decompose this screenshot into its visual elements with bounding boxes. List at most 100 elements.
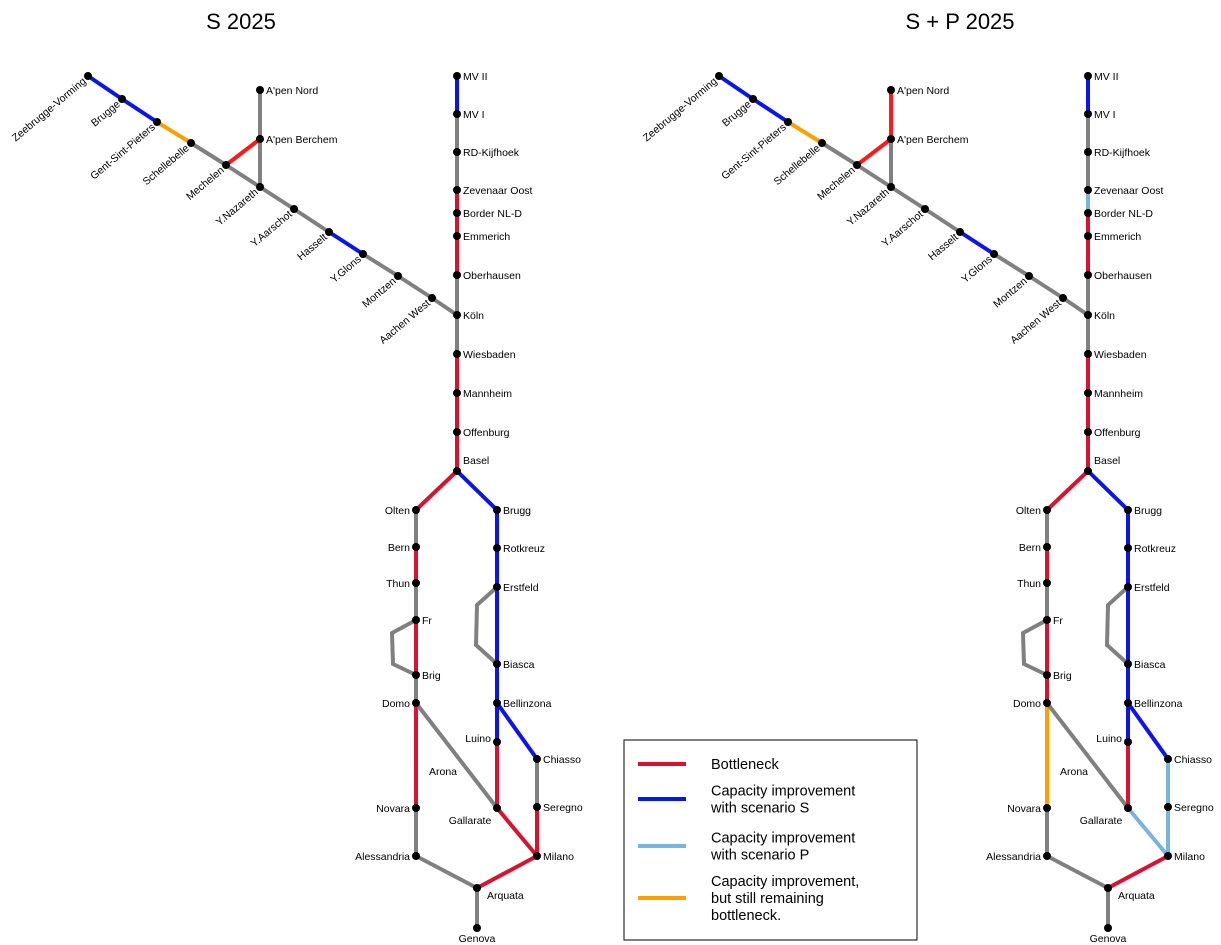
station-label-fr: Fr — [422, 615, 432, 627]
station-label-bern: Bern — [388, 542, 410, 554]
station-label-alessandria: Alessandria — [986, 851, 1041, 863]
station-node-gallarate — [1124, 804, 1132, 812]
station-node-mannheim — [453, 389, 461, 397]
station-label-rotkreuz: Rotkreuz — [503, 543, 545, 555]
station-node-alessandria — [412, 852, 420, 860]
segment-mechelen-apenberchem — [224, 137, 262, 167]
segment-gallarate-milano — [495, 806, 539, 858]
station-node-bern — [412, 543, 420, 551]
station-node-erstfeld — [493, 583, 501, 591]
station-node-mechelen — [853, 161, 861, 169]
station-label-novara: Novara — [376, 803, 410, 815]
station-node-aachen — [428, 294, 436, 302]
legend-label-bottleneck: Bottleneck — [711, 757, 779, 773]
station-label-koln: Köln — [463, 310, 484, 322]
station-label-border: Border NL-D — [1094, 208, 1153, 220]
station-node-rd — [453, 148, 461, 156]
segment-gent-schellebelle — [155, 120, 193, 145]
station-label-yglons: Y.Glons — [959, 253, 994, 285]
station-label-schellebelle: Schellebelle — [141, 142, 192, 188]
station-label-arona: Arona — [429, 766, 457, 778]
segment-yglons-montzen — [992, 252, 1031, 278]
station-node-yglons — [359, 250, 367, 258]
station-node-basel — [453, 467, 461, 475]
station-node-luino — [493, 738, 501, 746]
station-label-zevenaar: Zevenaar Oost — [1094, 185, 1164, 197]
station-label-biasca: Biasca — [1134, 659, 1166, 671]
station-node-erstfeld — [1124, 583, 1132, 591]
station-node-ynazareth — [256, 183, 264, 191]
station-label-apenberchem: A'pen Berchem — [266, 134, 338, 146]
station-label-basel: Basel — [1094, 455, 1120, 467]
station-node-milano — [533, 852, 541, 860]
segment-arquata-milano — [1106, 854, 1170, 890]
station-label-offenburg: Offenburg — [1094, 427, 1141, 439]
station-node-brugge — [749, 95, 757, 103]
station-node-brugg — [1124, 506, 1132, 514]
station-label-yglons: Y.Glons — [328, 253, 363, 285]
station-label-montzen: Montzen — [991, 275, 1030, 310]
station-label-luino: Luino — [465, 733, 491, 745]
segment-montzen-aachen — [1027, 274, 1065, 300]
station-node-arquata — [473, 884, 481, 892]
station-node-zevenaar — [453, 186, 461, 194]
station-label-emmerich: Emmerich — [1094, 231, 1141, 243]
station-label-aachen: Aachen West — [377, 297, 432, 346]
station-node-schellebelle — [818, 139, 826, 147]
segment-zeebrugge-brugge — [86, 74, 124, 101]
station-node-fr — [1043, 616, 1051, 624]
station-label-chiasso: Chiasso — [1174, 754, 1212, 766]
station-node-wiesbaden — [1084, 350, 1092, 358]
segment-arquata-milano — [475, 854, 539, 890]
station-node-yglons — [990, 250, 998, 258]
segment-ynazareth-yaarschot — [889, 185, 927, 211]
station-label-hasselt: Hasselt — [926, 231, 961, 263]
station-node-yaarschot — [290, 205, 298, 213]
segment-gallarate-milano — [1126, 806, 1170, 858]
station-label-koln: Köln — [1094, 310, 1115, 322]
station-node-brig — [412, 671, 420, 679]
station-label-brugg: Brugg — [1134, 505, 1162, 517]
segment-schellebelle-mechelen — [189, 141, 228, 167]
station-label-oberhausen: Oberhausen — [463, 270, 521, 282]
station-node-novara — [1043, 804, 1051, 812]
station-node-yaarschot — [921, 205, 929, 213]
station-label-gallarate: Gallarate — [1080, 815, 1123, 827]
segment-mechelen-apenberchem — [855, 137, 893, 167]
network-panel-s: Zeebrugge-Vorming BruggeGent-Sint-Pieters… — [10, 71, 583, 945]
station-label-mechelen: Mechelen — [815, 164, 858, 203]
segment-basel-brugg — [1086, 469, 1130, 512]
station-label-oberhausen: Oberhausen — [1094, 270, 1152, 282]
segment-yaarschot-hasselt — [292, 207, 331, 234]
legend-label-improvement_s: Capacity improvement — [711, 784, 855, 800]
station-node-hasselt — [325, 228, 333, 236]
segment-hasselt-yglons — [958, 230, 996, 256]
station-node-seregno — [1164, 803, 1172, 811]
station-label-erstfeld: Erstfeld — [1134, 582, 1170, 594]
station-label-chiasso: Chiasso — [543, 754, 581, 766]
station-node-milano — [1164, 852, 1172, 860]
station-label-domo: Domo — [382, 698, 410, 710]
station-label-aachen: Aachen West — [1008, 297, 1063, 346]
station-label-rd: RD-Kijfhoek — [463, 147, 520, 159]
station-node-offenburg — [453, 428, 461, 436]
station-node-apenberchem — [887, 135, 895, 143]
segment-bellinzona-chiasso — [1126, 701, 1170, 761]
station-label-mv2: MV II — [1094, 71, 1119, 83]
station-node-emmerich — [1084, 232, 1092, 240]
station-node-bern — [1043, 543, 1051, 551]
station-node-apennord — [256, 86, 264, 94]
station-label-bellinzona: Bellinzona — [503, 698, 552, 710]
segment-erstfeld-biasca-eastloop — [1104, 585, 1130, 666]
station-node-genova — [473, 924, 481, 932]
station-node-basel — [1084, 467, 1092, 475]
station-node-thun — [1043, 579, 1051, 587]
segments — [86, 74, 539, 930]
station-label-apenberchem: A'pen Berchem — [897, 134, 969, 146]
station-node-schellebelle — [187, 139, 195, 147]
station-node-koln — [1084, 311, 1092, 319]
station-node-biasca — [493, 660, 501, 668]
station-node-chiasso — [533, 755, 541, 763]
segment-fr-brig-westloop — [389, 618, 418, 677]
